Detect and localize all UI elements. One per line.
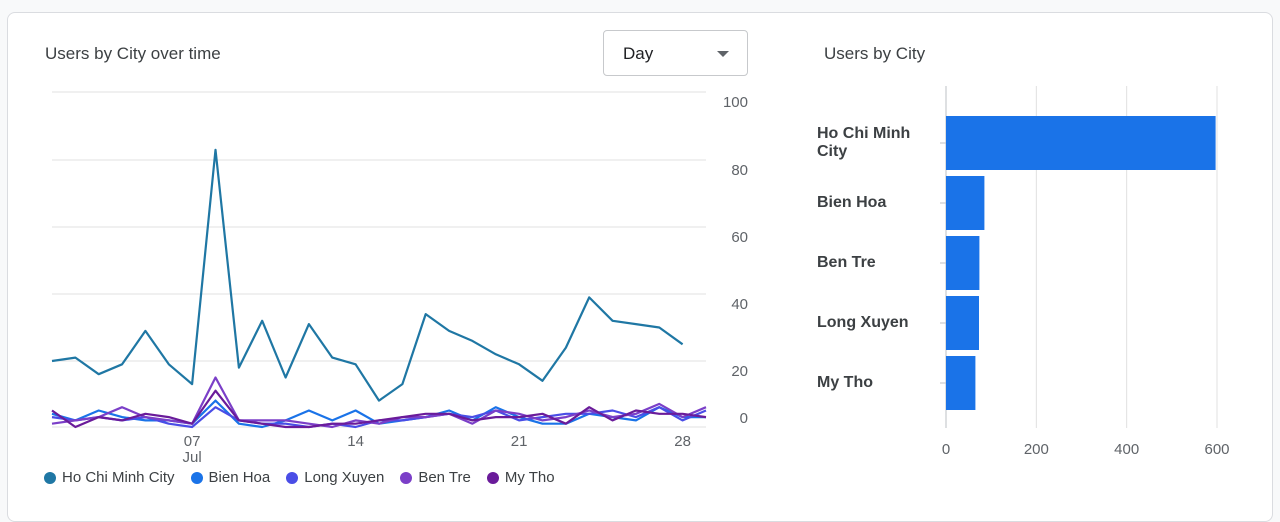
x-tick-label: 28 <box>674 433 691 450</box>
legend-dot-icon <box>190 471 203 484</box>
bar-x-tick-label: 400 <box>1114 441 1139 458</box>
legend-label: Long Xuyen <box>304 469 385 486</box>
y-tick-label: 80 <box>731 162 748 179</box>
bar-category-label-line: Ho Chi Minh <box>817 125 911 142</box>
bar-chart-title: Users by City <box>824 44 926 63</box>
bar-category-label-line: Bien Hoa <box>817 194 887 211</box>
granularity-selected: Day <box>623 44 654 63</box>
bar-category-label: Ben Tre <box>817 254 927 272</box>
y-tick-label: 60 <box>731 229 748 246</box>
legend-item-ho-chi-minh-city[interactable]: Ho Chi Minh City <box>44 469 175 486</box>
bar-x-tick-label: 0 <box>942 441 950 458</box>
x-tick-label: 07 <box>184 433 201 450</box>
y-tick-label: 0 <box>740 410 748 427</box>
x-tick-label: 14 <box>347 433 364 450</box>
bar-category-label: Long Xuyen <box>817 314 927 332</box>
legend-item-ben-tre[interactable]: Ben Tre <box>400 469 471 486</box>
y-tick-label: 100 <box>723 94 748 111</box>
bar-my-tho <box>946 356 976 410</box>
granularity-dropdown[interactable]: Day <box>603 30 748 76</box>
bar-x-tick-label: 600 <box>1204 441 1229 458</box>
series-line-ho-chi-minh-city <box>51 148 684 402</box>
legend-item-long-xuyen[interactable]: Long Xuyen <box>286 469 384 486</box>
bar-x-tick-label: 200 <box>1024 441 1049 458</box>
chevron-down-icon <box>717 51 729 57</box>
bar-category-label: Ho Chi Minh City <box>817 125 927 161</box>
series-line-my-tho <box>51 389 707 429</box>
line-chart-title: Users by City over time <box>45 44 221 63</box>
bar-ben-tre <box>946 236 980 290</box>
legend-dot-icon <box>486 471 499 484</box>
bar-ho-chi-minh-city <box>946 116 1216 170</box>
legend-dot-icon <box>286 471 299 484</box>
legend-label: Ben Tre <box>418 469 471 486</box>
bar-category-label-line: Ben Tre <box>817 254 876 271</box>
legend-item-my-tho[interactable]: My Tho <box>486 469 555 486</box>
legend-label: Ho Chi Minh City <box>62 469 175 486</box>
bar-category-label: Bien Hoa <box>817 194 927 212</box>
bar-category-label: My Tho <box>817 374 927 392</box>
x-tick-sublabel: Jul <box>183 449 202 466</box>
y-tick-label: 20 <box>731 363 748 380</box>
bar-category-label-line: City <box>817 143 848 160</box>
legend-dot-icon <box>44 471 56 484</box>
line-chart-legend: Ho Chi Minh City Bien Hoa Long Xuyen Ben Tr… <box>44 469 571 486</box>
y-tick-label: 40 <box>731 296 748 313</box>
legend-dot-icon <box>400 471 413 484</box>
bar-category-label-line: My Tho <box>817 374 873 391</box>
analytics-card <box>7 12 1273 522</box>
bar-category-label-line: Long Xuyen <box>817 314 909 331</box>
bar-long-xuyen <box>946 296 979 350</box>
legend-label: Bien Hoa <box>208 469 271 486</box>
bar-bien-hoa <box>946 176 985 230</box>
legend-label: My Tho <box>504 469 555 486</box>
x-tick-label: 21 <box>511 433 528 450</box>
legend-item-bien-hoa[interactable]: Bien Hoa <box>190 469 271 486</box>
